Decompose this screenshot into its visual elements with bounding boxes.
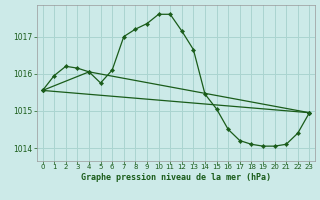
X-axis label: Graphe pression niveau de la mer (hPa): Graphe pression niveau de la mer (hPa) (81, 173, 271, 182)
